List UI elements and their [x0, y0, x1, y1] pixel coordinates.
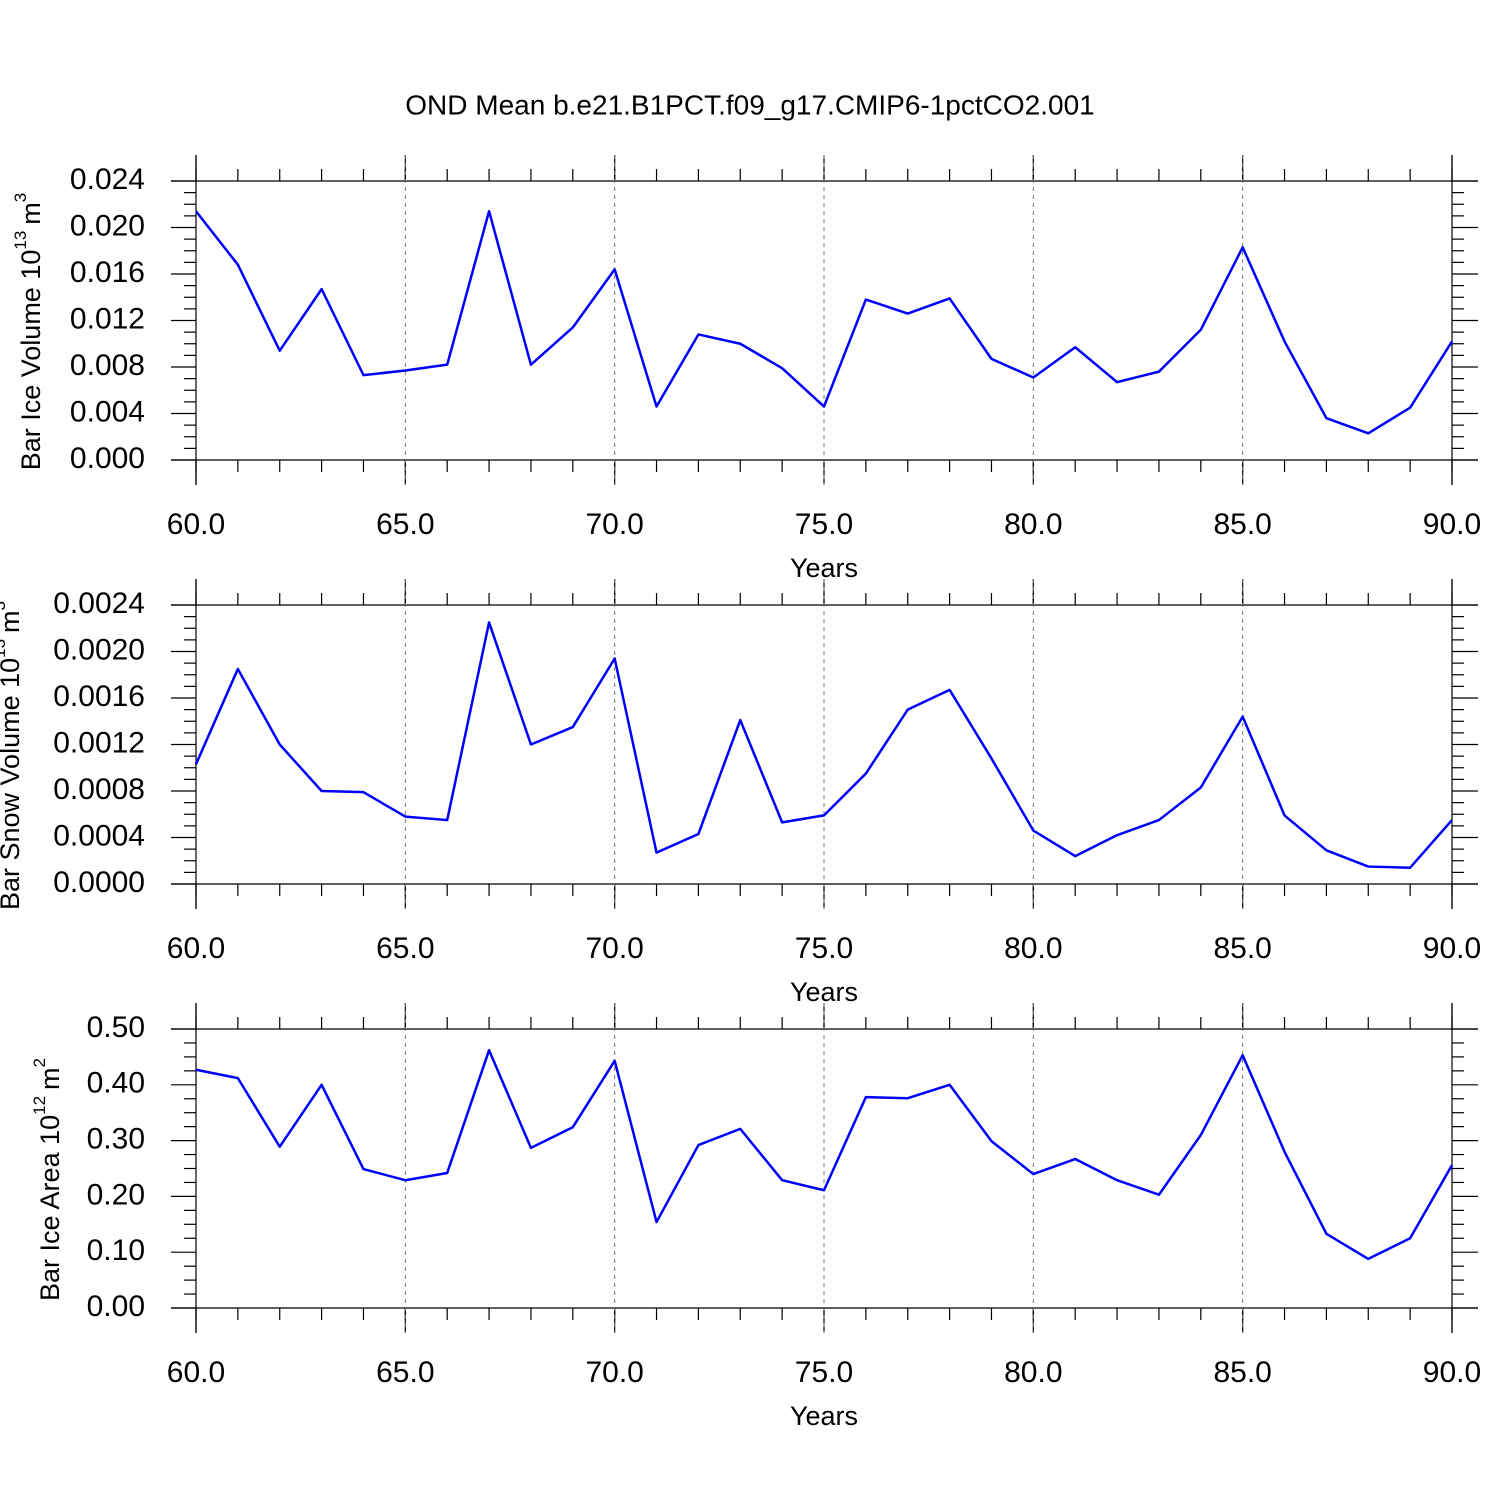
x-tick-label: 75.0 [795, 932, 853, 965]
y-axis-label-part: Bar Snow Volume 10 [0, 658, 25, 910]
y-tick-label: 0.30 [87, 1123, 145, 1156]
x-tick-label: 60.0 [167, 1356, 225, 1389]
y-axis-label: Bar Snow Volume 1013 m3 [0, 601, 25, 910]
x-tick-label: 70.0 [585, 508, 643, 541]
x-axis-label: Years [790, 1401, 858, 1431]
x-tick-label: 65.0 [376, 508, 434, 541]
y-tick-label: 0.0004 [53, 819, 145, 852]
x-tick-label: 70.0 [585, 932, 643, 965]
y-tick-label: 0.024 [70, 163, 145, 196]
y-tick-label: 0.016 [70, 256, 145, 289]
y-tick-label: 0.0020 [53, 633, 145, 666]
data-line [195, 1048, 1454, 1261]
x-tick-label: 70.0 [585, 1356, 643, 1389]
x-axis-label: Years [790, 553, 858, 583]
y-axis-label-exponent: 3 [11, 193, 30, 202]
x-tick-label: 90.0 [1423, 932, 1481, 965]
y-axis-label-part: m [35, 1067, 65, 1090]
y-tick-label: 0.0012 [53, 726, 145, 759]
x-axis-label: Years [790, 977, 858, 1007]
y-tick-label: 0.020 [70, 209, 145, 242]
y-axis-label-exponent: 2 [30, 1058, 49, 1067]
x-tick-label: 80.0 [1004, 508, 1062, 541]
x-tick-label: 90.0 [1423, 508, 1481, 541]
y-axis-label-part: Bar Ice Volume 10 [16, 250, 46, 471]
x-tick-label: 75.0 [795, 1356, 853, 1389]
y-tick-label: 0.0016 [53, 680, 145, 713]
y-axis-label-part: m [0, 610, 25, 633]
y-axis-label-exponent: 3 [0, 601, 9, 610]
y-axis-label-exponent: 12 [30, 1096, 49, 1115]
x-tick-label: 65.0 [376, 932, 434, 965]
x-tick-label: 80.0 [1004, 932, 1062, 965]
y-tick-label: 0.40 [87, 1067, 145, 1100]
y-tick-label: 0.008 [70, 349, 145, 382]
y-axis-label-part: m [16, 202, 46, 225]
x-tick-label: 60.0 [167, 508, 225, 541]
y-axis-label-exponent: 13 [11, 231, 30, 250]
chart-title: OND Mean b.e21.B1PCT.f09_g17.CMIP6-1pctC… [405, 89, 1094, 120]
x-tick-label: 75.0 [795, 508, 853, 541]
x-tick-label: 85.0 [1213, 508, 1271, 541]
y-tick-label: 0.012 [70, 302, 145, 335]
y-axis-label: Bar Ice Volume 1013 m3 [11, 193, 46, 471]
x-tick-label: 85.0 [1213, 932, 1271, 965]
x-tick-label: 80.0 [1004, 1356, 1062, 1389]
y-axis-label-exponent: 13 [0, 639, 9, 658]
data-line [195, 209, 1454, 435]
x-tick-label: 85.0 [1213, 1356, 1271, 1389]
y-tick-label: 0.10 [87, 1234, 145, 1267]
y-tick-label: 0.20 [87, 1178, 145, 1211]
y-tick-label: 0.004 [70, 395, 145, 428]
y-tick-label: 0.0000 [53, 866, 145, 899]
y-tick-label: 0.000 [70, 442, 145, 475]
data-line [194, 621, 1453, 869]
y-tick-label: 0.00 [87, 1290, 145, 1323]
x-tick-label: 90.0 [1423, 1356, 1481, 1389]
y-axis-label: Bar Ice Area 1012 m2 [30, 1058, 65, 1301]
y-tick-label: 0.0024 [53, 587, 145, 620]
x-tick-label: 60.0 [167, 932, 225, 965]
y-axis-label-part: Bar Ice Area 10 [35, 1115, 65, 1301]
y-tick-label: 0.50 [87, 1011, 145, 1044]
y-tick-label: 0.0008 [53, 773, 145, 806]
x-tick-label: 65.0 [376, 1356, 434, 1389]
